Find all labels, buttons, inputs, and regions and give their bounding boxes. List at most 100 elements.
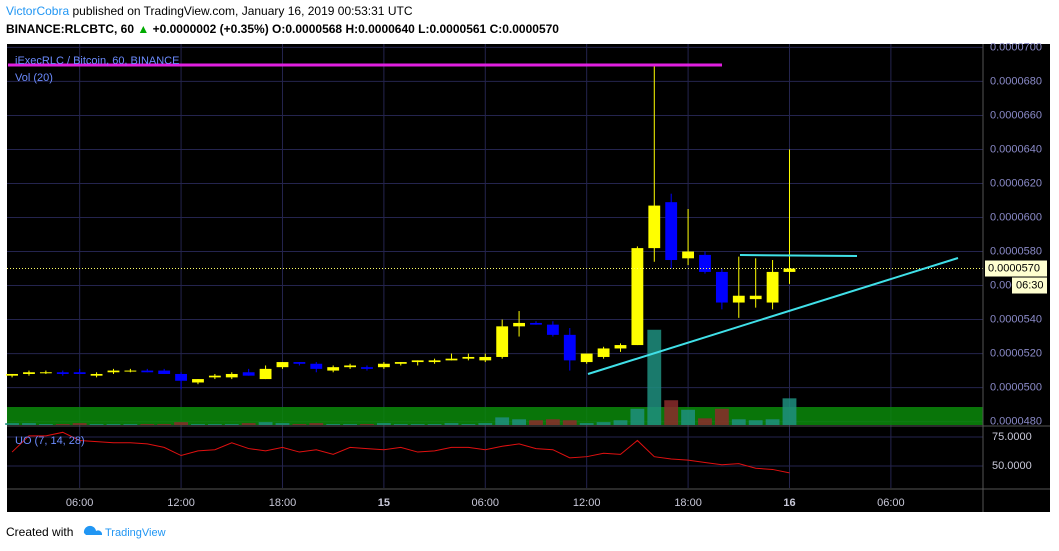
indicator-label: UO (7, 14, 28) [15, 435, 85, 447]
brand-icon [83, 525, 103, 535]
volume-bar [241, 423, 256, 425]
footer-brand: TradingView [105, 527, 166, 539]
candle-body [361, 367, 373, 369]
candle-body [749, 295, 762, 300]
high: H:0.0000640 [345, 22, 415, 36]
candle-body [614, 345, 627, 349]
candle-body [597, 348, 610, 357]
volume-bar [275, 423, 290, 425]
volume-bar [157, 424, 172, 425]
candle-body [394, 362, 407, 364]
volume-bar [38, 424, 53, 425]
volume-bar [140, 424, 155, 425]
last-price-label: 0.0000570 [988, 262, 1040, 274]
y-tick-label: 0.0000580 [990, 245, 1042, 257]
volume-bar [89, 424, 104, 425]
candle-body [23, 372, 35, 374]
candle-body [141, 370, 154, 373]
y-tick-label: 0.0000480 [990, 416, 1042, 428]
symbol-line: BINANCE:RLCBTC, 60 ▲ +0.0000002 (+0.35%)… [6, 22, 559, 36]
x-tick-label: 12:00 [167, 497, 195, 509]
volume-bar [410, 424, 425, 425]
countdown-label: 06:30 [1016, 279, 1044, 291]
volume-bar [427, 424, 442, 425]
volume-bar [782, 398, 797, 425]
volume-bar [545, 419, 560, 425]
close: C:0.0000570 [490, 22, 560, 36]
candle-body [530, 322, 542, 325]
y-tick-label: 0.0000540 [990, 313, 1042, 325]
volume-bar [174, 422, 188, 425]
candle-body [73, 372, 86, 374]
volume-bar [309, 423, 324, 425]
volume-bar [681, 409, 696, 425]
candle-body [310, 363, 323, 369]
candle-body [208, 375, 221, 378]
volume-bar [748, 420, 763, 425]
volume-bar [613, 420, 628, 425]
volume-bar [207, 424, 222, 425]
volume-bar [562, 420, 577, 425]
author: VictorCobra [6, 4, 69, 18]
volume-bar [495, 417, 510, 425]
candle-body [175, 373, 187, 381]
change-arrow: ▲ [137, 22, 149, 36]
last-price-box [985, 260, 1047, 277]
candle-body [411, 360, 424, 363]
volume-bar [664, 400, 679, 425]
volume-bar [123, 424, 138, 425]
candle-body [648, 205, 661, 249]
candle-body [783, 268, 796, 272]
candle-body [242, 372, 255, 376]
change: +0.0000002 (+0.35%) [153, 22, 269, 36]
grid [7, 44, 983, 488]
volume-bar [444, 423, 459, 425]
y-tick-label: 0.0000660 [990, 109, 1042, 121]
volume-bar [698, 418, 712, 425]
candle-body [766, 271, 779, 303]
volume-bar [376, 423, 391, 425]
volume-bar [765, 419, 780, 425]
candle-body [124, 370, 137, 372]
volume-bar [731, 419, 746, 425]
x-tick-label: 06:00 [66, 497, 94, 509]
volume-bar [461, 424, 476, 425]
candle-body [682, 251, 695, 259]
candle-body [107, 370, 120, 373]
candle-body [580, 353, 593, 363]
candle-body [158, 370, 171, 374]
volume-bar [647, 329, 662, 425]
trend-line [587, 257, 959, 375]
candle-body [225, 373, 238, 378]
candle-body [563, 334, 576, 361]
candle-body [445, 358, 458, 361]
candle-body [90, 373, 103, 376]
candle-body [276, 362, 289, 368]
y-tick-label: 0.0000700 [990, 41, 1042, 53]
volume-bar [714, 408, 729, 425]
volume-bar [512, 419, 526, 425]
candle-body [479, 356, 492, 361]
candle-body [546, 324, 559, 335]
low: L:0.0000561 [418, 22, 486, 36]
volume-bar [5, 423, 19, 425]
volume-bar [529, 420, 543, 425]
x-tick-label: 18:00 [674, 497, 702, 509]
candle-body [513, 322, 525, 327]
y-tick-label: 0.0000640 [990, 143, 1042, 155]
volume-bar [22, 423, 36, 425]
candle-body [699, 254, 711, 272]
x-tick-label: 06:00 [472, 497, 500, 509]
candle-body [192, 379, 204, 383]
header-line: VictorCobra published on TradingView.com… [6, 4, 413, 18]
candle-body [428, 360, 441, 363]
y-tick-label: 0.0000500 [990, 381, 1042, 393]
volume-label: Vol (20) [15, 72, 53, 84]
volume-bar [292, 424, 307, 425]
candle-body [344, 365, 356, 368]
indicator-tick-label: 75.0000 [992, 431, 1032, 443]
candle-body [496, 326, 509, 357]
volume-bar [55, 424, 70, 425]
symbol: BINANCE:RLCBTC, 60 [6, 22, 134, 36]
